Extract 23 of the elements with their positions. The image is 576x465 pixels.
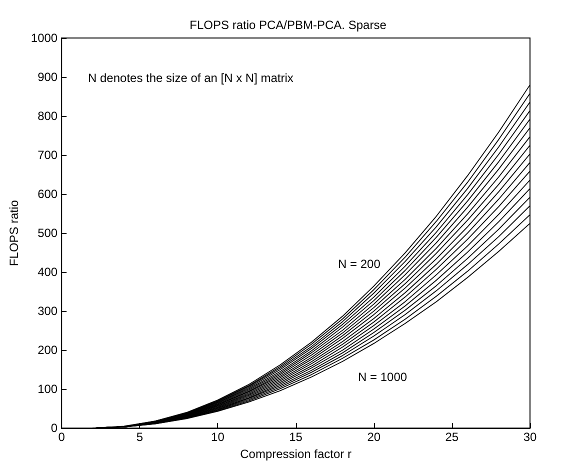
x-tick-label: 20 (367, 430, 381, 444)
y-tick-label: 100 (38, 382, 58, 396)
y-tick-label: 400 (38, 265, 58, 280)
y-axis-title: FLOPS ratio (7, 200, 21, 266)
annotation: N denotes the size of an [N x N] matrix (88, 71, 294, 85)
y-tick-label: 200 (38, 343, 58, 358)
x-tick-label: 25 (445, 430, 459, 444)
y-tick-label: 700 (38, 148, 58, 162)
y-tick-label: 900 (38, 70, 58, 84)
x-tick-label: 5 (136, 430, 144, 444)
x-tick-label: 10 (211, 430, 225, 444)
y-tick-label: 300 (38, 304, 58, 318)
y-tick-label: 0 (50, 421, 58, 436)
y-tick-label: 600 (38, 187, 58, 202)
annotation: N = 200 (338, 257, 381, 271)
y-tick-label: 1000 (30, 31, 58, 45)
y-tick-label: 500 (38, 226, 58, 240)
x-axis-title: Compression factor r (240, 447, 352, 461)
chart-title: FLOPS ratio PCA/PBM-PCA. Sparse (190, 18, 387, 32)
y-tick-label: 800 (38, 109, 58, 124)
annotation: N = 1000 (358, 370, 408, 384)
x-tick-label: 15 (289, 430, 303, 444)
x-tick-label: 30 (523, 430, 537, 444)
